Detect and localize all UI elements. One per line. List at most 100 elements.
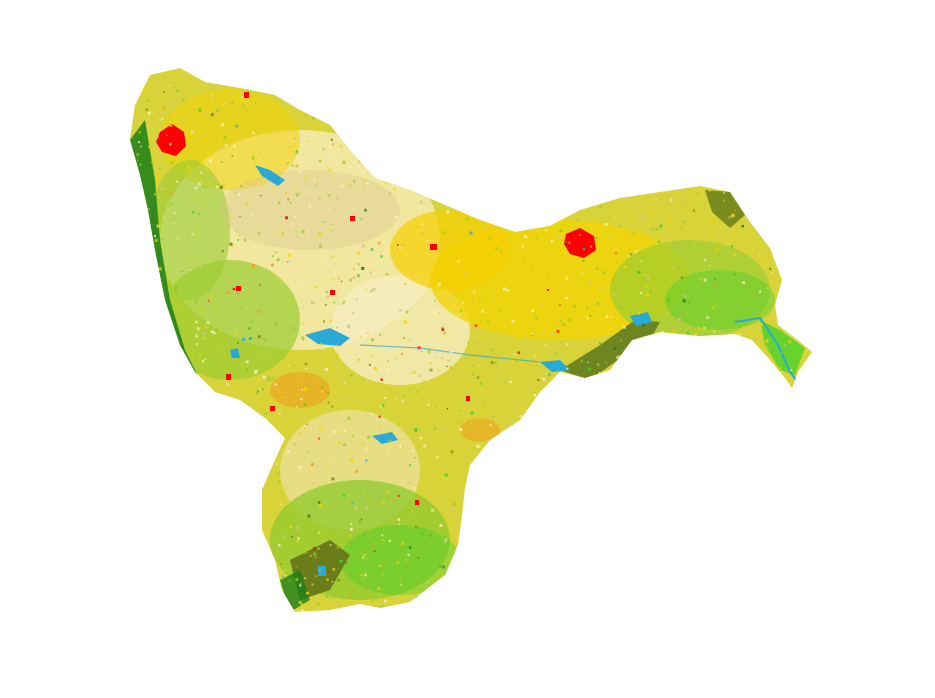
land-cover-pixel [281, 575, 284, 578]
land-cover-pixel [770, 304, 772, 306]
land-cover-pixel [263, 173, 266, 176]
land-cover-pixel [272, 321, 274, 323]
land-cover-pixel [438, 586, 442, 590]
land-cover-pixel [253, 390, 257, 394]
urban-area [156, 124, 186, 156]
land-cover-pixel [128, 572, 130, 574]
land-cover-pixel [230, 279, 232, 282]
land-cover-pixel [723, 462, 725, 464]
land-cover-pixel [239, 215, 241, 218]
land-cover-pixel [662, 452, 665, 454]
land-cover-pixel [398, 252, 402, 256]
land-cover-pixel [555, 613, 558, 616]
land-cover-pixel [811, 609, 812, 611]
land-cover-pixel [303, 153, 305, 155]
land-cover-pixel [427, 350, 431, 354]
land-cover-pixel [225, 217, 227, 219]
land-cover-pixel [297, 465, 301, 469]
land-cover-pixel [286, 162, 289, 165]
land-cover-pixel [684, 203, 687, 206]
land-cover-pixel [602, 68, 605, 71]
land-cover-pixel [388, 174, 390, 177]
land-cover-pixel [390, 322, 392, 325]
land-cover-pixel [561, 329, 565, 332]
land-cover-pixel [701, 169, 705, 173]
land-cover-pixel [790, 243, 794, 247]
land-cover-pixel [378, 415, 381, 418]
land-cover-pixel [257, 310, 261, 314]
land-cover-pixel [480, 191, 482, 193]
land-cover-pixel [162, 107, 165, 110]
land-cover-pixel [809, 255, 812, 258]
land-cover-pixel [151, 431, 153, 433]
land-cover-pixel [224, 406, 227, 410]
land-cover-pixel [177, 237, 179, 240]
land-cover-pixel [154, 544, 156, 547]
land-cover-pixel [468, 200, 471, 203]
land-cover-pixel [740, 173, 744, 177]
land-cover-pixel [220, 363, 223, 366]
land-cover-pixel [795, 522, 797, 525]
land-cover-pixel [300, 603, 304, 606]
land-cover-pixel [677, 172, 679, 174]
land-cover-pixel [378, 221, 381, 224]
land-cover-pixel [419, 75, 422, 78]
land-cover-pixel [210, 330, 214, 334]
land-cover-pixel [546, 239, 547, 240]
land-cover-pixel [766, 197, 769, 200]
land-cover-pixel [599, 485, 602, 489]
land-cover-pixel [710, 218, 714, 222]
land-cover-pixel [811, 274, 812, 276]
land-cover-pixel [421, 542, 424, 546]
land-cover-pixel [197, 182, 201, 186]
land-cover-pixel [640, 94, 642, 96]
land-cover-pixel [638, 390, 641, 392]
land-cover-pixel [743, 615, 746, 618]
land-cover-pixel [612, 555, 615, 557]
land-cover-pixel [399, 445, 403, 449]
land-cover-pixel [149, 474, 151, 477]
land-cover-pixel [512, 212, 515, 215]
land-cover-pixel [421, 101, 423, 104]
land-cover-pixel [802, 125, 805, 128]
land-cover-pixel [352, 311, 355, 314]
land-cover-pixel [148, 111, 150, 113]
land-cover-pixel [596, 302, 600, 306]
land-cover-pixel [441, 328, 445, 331]
urban-area [415, 500, 419, 505]
land-cover-pixel [355, 406, 359, 410]
land-cover-pixel [492, 416, 494, 418]
land-cover-pixel [511, 110, 515, 114]
land-cover-pixel [255, 357, 258, 359]
land-cover-pixel [479, 146, 482, 149]
land-cover-pixel [583, 600, 586, 603]
land-cover-pixel [158, 167, 161, 170]
land-cover-pixel [618, 306, 622, 310]
land-cover-pixel [237, 292, 240, 295]
land-cover-pixel [773, 199, 775, 201]
land-cover-pixel [321, 386, 324, 389]
land-cover-pixel [286, 121, 288, 124]
land-cover-pixel [230, 81, 233, 84]
land-cover-pixel [764, 552, 768, 556]
land-cover-pixel [738, 357, 741, 360]
land-cover-pixel [160, 238, 163, 241]
land-cover-pixel [210, 579, 212, 581]
land-cover-pixel [654, 182, 656, 184]
land-cover-pixel [356, 298, 358, 300]
land-cover-pixel [334, 178, 336, 180]
land-cover-pixel [575, 86, 577, 88]
land-cover-pixel [405, 147, 409, 151]
urban-area [564, 228, 596, 258]
land-cover-pixel [408, 526, 411, 530]
land-cover-pixel [628, 110, 631, 114]
land-cover-pixel [781, 442, 784, 445]
land-cover-pixel [238, 497, 240, 499]
land-cover-pixel [434, 393, 436, 395]
land-cover-pixel [145, 485, 148, 488]
land-cover-pixel [696, 138, 700, 142]
land-cover-pixel [308, 140, 310, 142]
land-cover-pixel [679, 123, 682, 127]
land-cover-pixel [728, 145, 731, 149]
land-cover-pixel [644, 256, 647, 259]
